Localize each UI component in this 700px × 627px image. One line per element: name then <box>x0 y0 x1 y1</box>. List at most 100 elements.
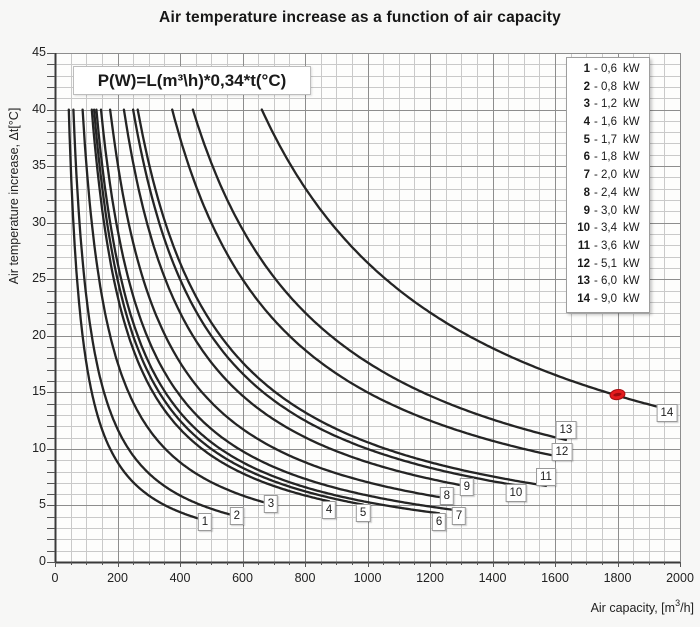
curve-label-12: 12 <box>551 443 573 462</box>
x-tick-label: 400 <box>169 571 191 585</box>
legend-unit: kW <box>623 80 640 93</box>
legend-power-value: - 0,6 <box>594 63 618 75</box>
x-tick-label: 600 <box>232 571 253 585</box>
y-tick-label: 5 <box>39 497 46 512</box>
legend-unit: kW <box>623 222 640 235</box>
legend-row-3: 3 - 1,2 kW <box>567 96 649 114</box>
legend-curve-number: 14 <box>577 292 590 305</box>
x-tick-label: 1200 <box>416 571 444 585</box>
x-tick-label: 2000 <box>666 571 694 585</box>
legend-row-5: 5 - 1,7 kW <box>567 132 649 150</box>
legend-unit: kW <box>623 275 640 288</box>
curve-10 <box>131 108 518 487</box>
legend-power-value: - 2,4 <box>594 186 618 199</box>
formula-text: P(W)=L(m³\h)*0,34*t(°C) <box>97 71 287 90</box>
curve-14 <box>260 108 669 411</box>
curve-label-3: 3 <box>263 495 279 514</box>
legend-unit: kW <box>623 63 640 75</box>
curve-label-10: 10 <box>505 484 527 502</box>
curve-5 <box>92 108 365 506</box>
legend-curve-number: 1 <box>583 63 590 75</box>
legend-row-13: 13 - 6,0 kW <box>567 273 649 291</box>
legend-power-value: - 1,6 <box>594 116 618 129</box>
curve-label-6: 6 <box>431 513 447 532</box>
formula-box: P(W)=L(m³\h)*0,34*t(°C) <box>73 66 311 95</box>
curve-label-5: 5 <box>355 504 371 523</box>
legend-unit: kW <box>623 186 640 199</box>
x-tick-label: 1800 <box>603 571 632 585</box>
legend-row-1: 1 - 0,6 kW <box>567 61 649 79</box>
legend-curve-number: 11 <box>577 239 590 252</box>
curve-8 <box>108 108 449 500</box>
y-tick-label: 20 <box>32 327 46 342</box>
x-axis-label-pre: Air capacity, [m <box>590 601 676 615</box>
curve-1 <box>67 108 207 522</box>
curve-label-14: 14 <box>656 403 678 422</box>
chart-title: Air temperature increase as a function o… <box>159 9 561 26</box>
legend-curve-number: 7 <box>583 169 590 182</box>
curve-label-4: 4 <box>321 500 337 519</box>
x-axis-label-post: /h] <box>680 601 694 615</box>
legend-unit: kW <box>623 151 640 164</box>
curve-2 <box>72 108 239 518</box>
y-tick-label: 15 <box>32 384 46 399</box>
legend-unit: kW <box>623 98 640 111</box>
y-tick-label: 45 <box>32 45 46 59</box>
y-tick-label: 40 <box>32 101 46 116</box>
legend-power-value: - 0,8 <box>594 80 618 93</box>
curve-6 <box>95 108 441 515</box>
legend-unit: kW <box>623 292 640 305</box>
legend-row-9: 9 - 3,0 kW <box>567 203 649 221</box>
x-tick-label: 0 <box>51 571 59 585</box>
legend-unit: kW <box>623 133 640 146</box>
legend-curve-number: 10 <box>577 222 590 235</box>
legend-unit: kW <box>623 116 640 129</box>
curve-3 <box>81 108 273 506</box>
legend-curve-number: 4 <box>583 116 590 129</box>
legend-power-value: - 3,6 <box>594 239 618 252</box>
legend-row-11: 11 - 3,6 kW <box>567 238 649 256</box>
legend-row-4: 4 - 1,6 kW <box>567 114 649 132</box>
legend-power-value: - 1,7 <box>594 133 618 146</box>
x-tick-label: 800 <box>294 571 316 585</box>
x-axis-label-sup: 3 <box>675 598 681 608</box>
curve-label-13: 13 <box>555 420 577 439</box>
y-tick-label: 0 <box>39 554 46 568</box>
y-tick-label: 35 <box>32 158 46 173</box>
legend-power-value: - 2,0 <box>594 169 618 182</box>
legend-unit: kW <box>623 239 640 252</box>
legend-power-value: - 3,4 <box>594 222 618 235</box>
legend-unit: kW <box>623 257 640 270</box>
x-tick-label: 200 <box>107 571 128 585</box>
x-axis-label: Air capacity, [m3/h] <box>591 598 694 615</box>
legend-curve-number: 12 <box>577 257 590 270</box>
legend-curve-number: 9 <box>583 204 590 217</box>
legend-unit: kW <box>623 204 640 217</box>
curve-11 <box>136 108 548 487</box>
legend-row-2: 2 - 0,8 kW <box>567 79 649 97</box>
legend-curve-number: 8 <box>583 186 590 199</box>
x-tick-label: 1000 <box>353 571 382 585</box>
legend-row-7: 7 - 2,0 kW <box>567 167 649 185</box>
legend-power-value: - 1,2 <box>594 98 618 111</box>
legend-curve-number: 3 <box>583 98 590 111</box>
y-tick-label: 10 <box>32 440 46 455</box>
legend-power-value: - 6,0 <box>594 275 618 288</box>
x-tick-label: 1400 <box>478 571 507 585</box>
curve-label-11: 11 <box>535 468 556 487</box>
legend-power-value: - 5,1 <box>594 257 618 270</box>
curve-7 <box>99 108 461 512</box>
legend-power-value: - 1,8 <box>594 151 618 164</box>
curve-label-2: 2 <box>229 506 245 525</box>
curve-label-9: 9 <box>459 478 475 497</box>
curve-label-8: 8 <box>439 487 455 506</box>
x-tick-label: 1600 <box>541 571 569 585</box>
curve-label-1: 1 <box>197 513 213 532</box>
legend-row-12: 12 - 5,1 kW <box>567 256 649 274</box>
legend-curve-number: 5 <box>583 133 590 146</box>
legend: 1 - 0,6 kW 2 - 0,8 kW 3 - 1,2 kW 4 - 1,6 kW 5 - 1,7 kW… <box>566 57 650 313</box>
legend-unit: kW <box>623 169 640 182</box>
y-tick-label: 25 <box>32 271 46 286</box>
legend-power-value: - 9,0 <box>594 292 618 305</box>
